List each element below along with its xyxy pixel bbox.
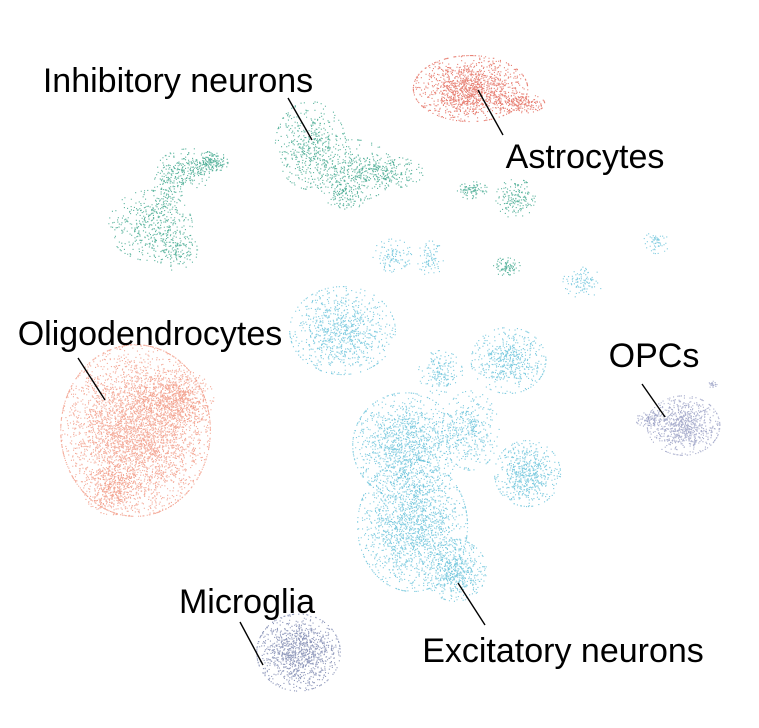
cluster-points-inhibitory-neurons <box>493 257 521 276</box>
cluster-points-inhibitory-neurons <box>152 167 185 210</box>
label-excitatory-neurons: Excitatory neurons <box>422 632 704 670</box>
cluster-points-inhibitory-neurons <box>327 180 366 210</box>
label-astrocytes: Astrocytes <box>506 138 665 176</box>
cluster-labels-layer: Inhibitory neurons Astrocytes Oligodendroc… <box>18 62 704 670</box>
leader-line-inhibitory-neurons <box>287 97 313 141</box>
cluster-points-inhibitory-neurons <box>153 230 199 271</box>
scatter-points-layer <box>60 55 721 692</box>
cluster-points-astrocytes <box>412 55 529 123</box>
cluster-astrocytes <box>412 55 546 123</box>
cluster-points-oligodendrocytes <box>83 465 142 516</box>
cluster-points-excitatory-neurons <box>643 233 668 255</box>
cluster-points-excitatory-neurons <box>352 392 459 499</box>
label-microglia: Microglia <box>179 583 315 621</box>
cluster-points-excitatory-neurons <box>372 238 413 273</box>
cluster-points-astrocytes <box>495 93 546 114</box>
cluster-points-excitatory-neurons <box>470 327 547 394</box>
leader-line-excitatory-neurons <box>457 582 486 626</box>
cluster-points-inhibitory-neurons <box>361 156 424 189</box>
cluster-points-excitatory-neurons <box>424 539 487 602</box>
leader-line-oligodendrocytes <box>77 357 106 401</box>
cluster-points-opcs <box>636 410 665 427</box>
cluster-points-inhibitory-neurons <box>274 101 347 190</box>
cluster-inhibitory-neurons <box>108 101 536 276</box>
cluster-oligodendrocytes <box>60 344 215 517</box>
cluster-points-excitatory-neurons <box>357 459 469 592</box>
label-opcs: OPCs <box>609 337 700 375</box>
cluster-points-inhibitory-neurons <box>310 139 395 202</box>
label-oligodendrocytes: Oligodendrocytes <box>18 315 283 353</box>
leader-line-microglia <box>239 621 264 666</box>
cluster-excitatory-neurons <box>289 233 668 602</box>
cluster-points-excitatory-neurons <box>417 240 444 275</box>
cluster-points-inhibitory-neurons <box>495 179 536 218</box>
cluster-points-inhibitory-neurons <box>157 148 224 189</box>
leader-line-astrocytes <box>477 89 504 136</box>
cluster-points-excitatory-neurons <box>494 440 562 508</box>
cluster-opcs <box>636 380 721 456</box>
cluster-points-inhibitory-neurons <box>456 181 488 200</box>
cluster-points-excitatory-neurons <box>562 266 602 298</box>
cluster-points-opcs <box>646 395 721 456</box>
cluster-points-oligodendrocytes <box>60 344 211 517</box>
cluster-points-excitatory-neurons <box>289 286 396 376</box>
cluster-points-microglia <box>256 613 341 692</box>
leader-line-opcs <box>641 383 666 418</box>
cluster-points-excitatory-neurons <box>441 390 500 471</box>
cluster-points-inhibitory-neurons <box>196 151 229 174</box>
cluster-points-opcs <box>708 380 718 388</box>
cluster-microglia <box>256 613 341 692</box>
cluster-points-excitatory-neurons <box>418 350 463 396</box>
cluster-points-oligodendrocytes <box>142 369 215 428</box>
label-inhibitory-neurons: Inhibitory neurons <box>43 62 313 100</box>
cluster-points-inhibitory-neurons <box>108 189 193 262</box>
